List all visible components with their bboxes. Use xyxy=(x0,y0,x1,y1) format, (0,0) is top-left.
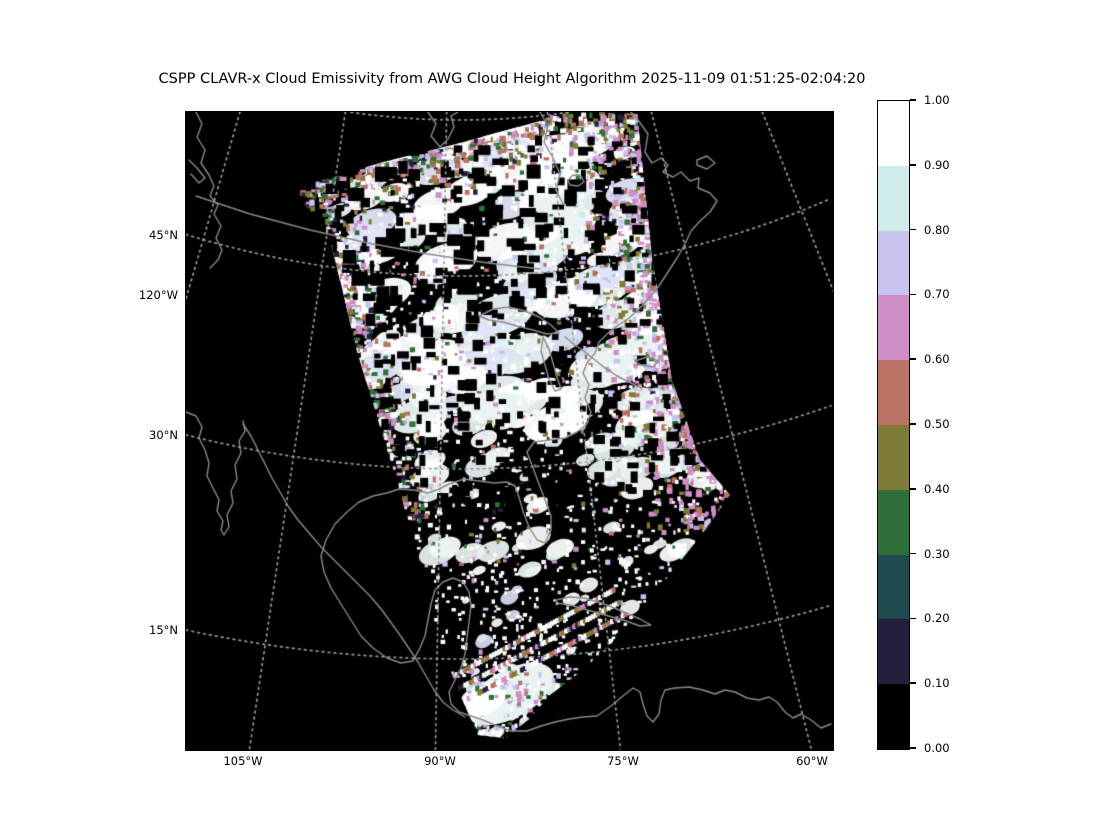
colorbar-tick-mark xyxy=(910,164,916,166)
colorbar-tick-mark xyxy=(910,228,916,231)
colorbar-tick-label: 0.90 xyxy=(924,158,950,172)
colorbar-tick-label: 0.30 xyxy=(924,547,950,561)
lat-label-30n: 30°N xyxy=(149,428,178,442)
lon-label-75w: 75°W xyxy=(607,754,639,768)
colorbar-tick-label: 0.40 xyxy=(924,482,950,496)
colorbar-tick-mark xyxy=(910,488,916,490)
colorbar-tick-label: 0.00 xyxy=(924,741,950,755)
colorbar-tick-label: 0.20 xyxy=(924,611,950,625)
lon-label-105w: 105°W xyxy=(223,754,263,768)
lat-label-15n: 15°N xyxy=(149,623,178,637)
colorbar xyxy=(877,100,910,750)
lon-label-90w: 90°W xyxy=(424,754,456,768)
colorbar-tick-mark xyxy=(910,617,916,620)
colorbar-tick-label: 1.00 xyxy=(924,93,950,107)
colorbar-tick-mark xyxy=(910,358,916,360)
map-plot-area xyxy=(185,111,834,751)
colorbar-band xyxy=(878,424,909,490)
colorbar-tick-mark xyxy=(910,99,916,101)
colorbar-tick-mark xyxy=(910,552,916,555)
colorbar-band xyxy=(878,360,909,425)
colorbar-tick-label: 0.50 xyxy=(924,417,950,431)
colorbar-tick-label: 0.80 xyxy=(924,223,950,237)
lon-label-60w: 60°W xyxy=(796,754,828,768)
colorbar-tick-label: 0.70 xyxy=(924,287,950,301)
chart-title: CSPP CLAVR-x Cloud Emissivity from AWG C… xyxy=(158,71,866,87)
lat-label-45n: 45°N xyxy=(149,228,178,242)
colorbar-band xyxy=(878,295,909,361)
colorbar-tick-mark xyxy=(910,293,916,296)
colorbar-tick-label: 0.60 xyxy=(924,352,950,366)
colorbar-band xyxy=(878,684,909,749)
colorbar-tick-label: 0.10 xyxy=(924,676,950,690)
colorbar-tick-mark xyxy=(910,423,916,425)
colorbar-band xyxy=(878,101,909,166)
colorbar-tick-mark xyxy=(910,747,916,749)
map-canvas xyxy=(186,112,833,750)
colorbar-band xyxy=(878,230,909,296)
colorbar-band xyxy=(878,165,909,231)
colorbar-band xyxy=(878,619,909,685)
colorbar-tick-mark xyxy=(910,682,916,684)
colorbar-band xyxy=(878,554,909,620)
lon-label-120w: 120°W xyxy=(138,288,178,302)
colorbar-band xyxy=(878,489,909,555)
